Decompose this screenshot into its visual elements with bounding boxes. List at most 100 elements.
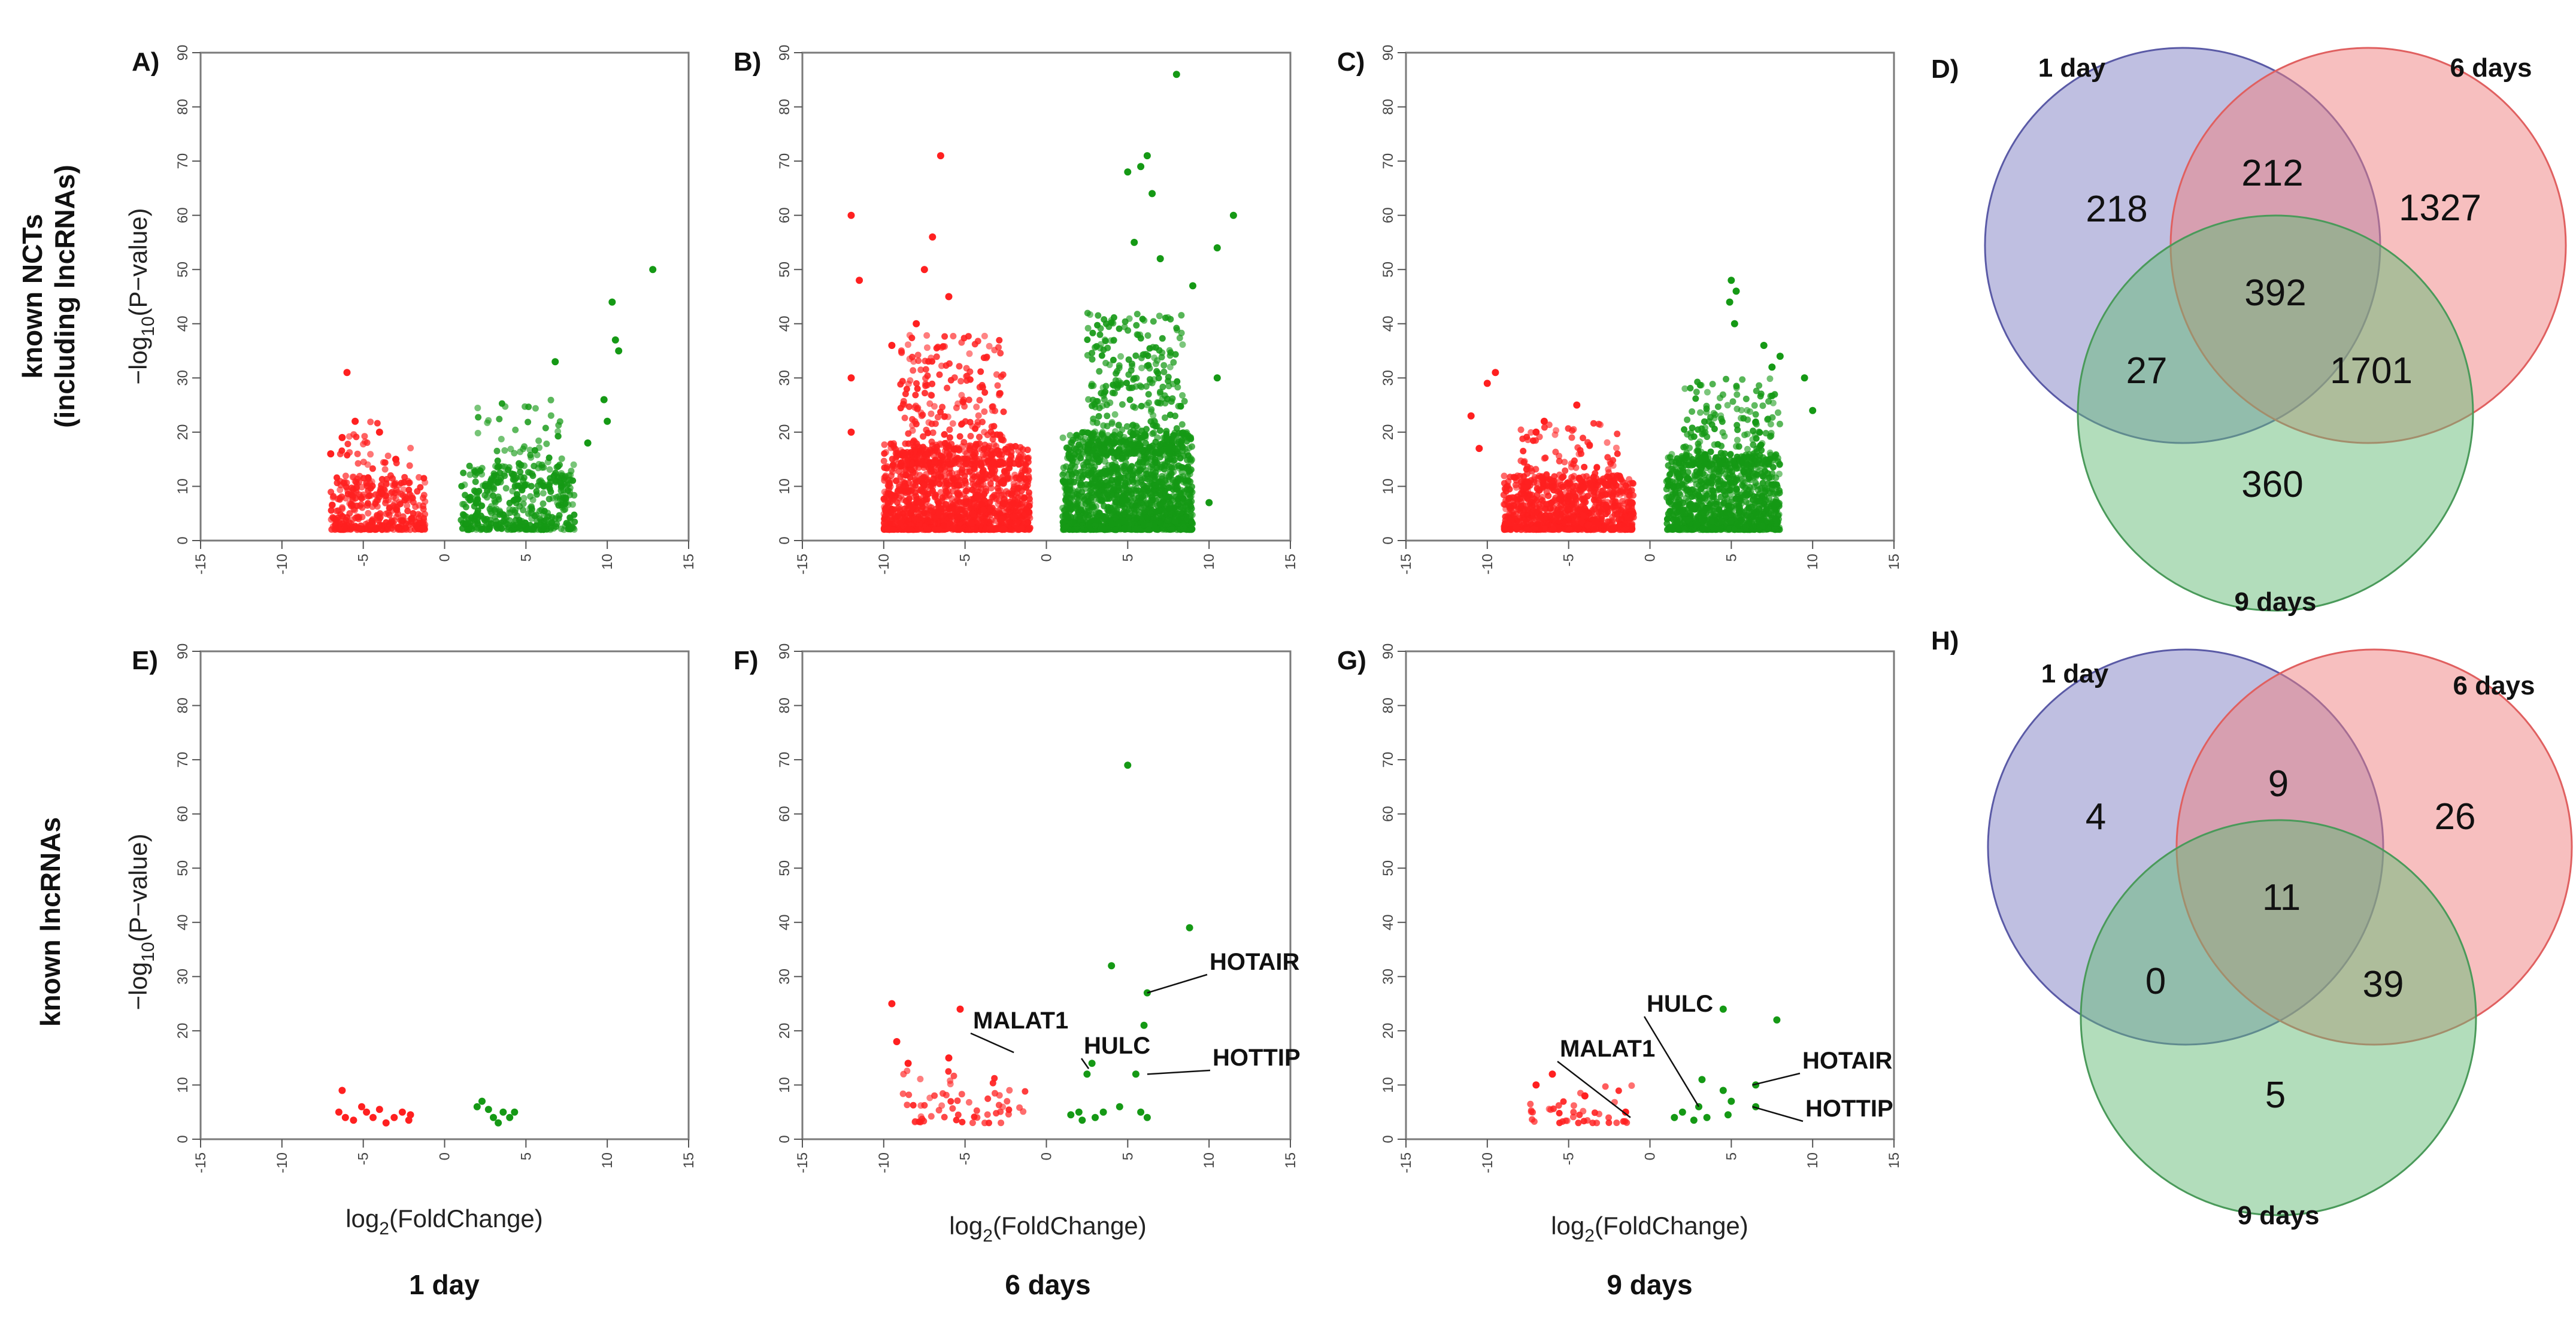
point-down xyxy=(377,485,384,492)
point-up xyxy=(1085,472,1092,479)
point-up xyxy=(1123,497,1131,503)
point-up xyxy=(1110,381,1117,389)
point-down xyxy=(959,459,966,466)
point-up xyxy=(474,518,481,524)
point-down xyxy=(383,481,390,488)
point-down xyxy=(1024,447,1031,453)
point-down xyxy=(383,510,390,517)
point-down xyxy=(898,349,905,356)
point-up xyxy=(520,494,528,502)
point-up xyxy=(538,506,545,514)
point-down xyxy=(923,426,930,433)
point-down xyxy=(935,526,942,533)
point-down xyxy=(937,488,944,496)
point-up xyxy=(558,455,565,462)
plot-frame-c xyxy=(1405,51,1895,542)
point-up xyxy=(474,507,481,514)
point-down xyxy=(929,233,937,241)
point-up xyxy=(1092,428,1099,435)
point-up xyxy=(475,414,482,421)
point-down xyxy=(356,472,363,480)
point-up xyxy=(1179,341,1186,348)
point-up xyxy=(516,460,523,467)
point-up xyxy=(1139,315,1146,323)
point-up xyxy=(1111,411,1119,418)
y-tick-label: 60 xyxy=(777,207,793,223)
point-down xyxy=(913,526,920,533)
point-up xyxy=(1229,211,1237,219)
point-up xyxy=(520,506,527,514)
point-down xyxy=(1019,467,1026,474)
point-up xyxy=(1123,423,1131,430)
point-up xyxy=(527,451,534,459)
point-up xyxy=(567,515,574,523)
point-up xyxy=(1073,488,1080,496)
point-down xyxy=(998,521,1005,528)
point-up xyxy=(1116,421,1122,429)
point-down xyxy=(969,480,977,487)
point-up xyxy=(1138,365,1145,372)
point-up xyxy=(1186,468,1193,475)
point-up xyxy=(1066,432,1074,439)
point-down xyxy=(973,403,980,411)
point-down xyxy=(996,392,1003,399)
point-down xyxy=(391,517,398,524)
point-down xyxy=(968,520,975,527)
point-down xyxy=(924,491,931,498)
point-up xyxy=(570,524,577,532)
point-down xyxy=(969,486,975,493)
point-down xyxy=(947,377,954,384)
point-up xyxy=(543,440,550,447)
point-down xyxy=(924,496,931,503)
point-up xyxy=(545,454,553,462)
point-up xyxy=(1095,491,1102,498)
point-up xyxy=(1184,456,1190,463)
point-up xyxy=(1121,468,1128,475)
point-up xyxy=(554,499,561,506)
plot-frame-a xyxy=(199,51,690,542)
point-up xyxy=(1186,498,1193,505)
point-down xyxy=(1016,475,1023,483)
point-up xyxy=(1167,500,1174,507)
point-down xyxy=(998,451,1005,458)
point-down xyxy=(993,371,1000,378)
point-up xyxy=(496,415,503,423)
point-up xyxy=(1132,503,1139,511)
point-up xyxy=(1173,425,1180,432)
point-up xyxy=(1116,325,1123,332)
point-down xyxy=(991,507,998,514)
point-up xyxy=(1147,475,1154,482)
point-up xyxy=(466,471,474,478)
point-up xyxy=(478,465,486,472)
point-up xyxy=(1129,363,1136,370)
point-up xyxy=(562,506,569,513)
point-down xyxy=(905,430,912,437)
point-down xyxy=(352,523,359,530)
point-down xyxy=(990,491,998,499)
point-up xyxy=(1067,487,1074,494)
point-down xyxy=(923,381,931,389)
point-down xyxy=(998,515,1005,523)
point-up xyxy=(1132,352,1139,359)
point-down xyxy=(957,378,965,385)
point-down xyxy=(906,495,913,502)
point-up xyxy=(562,523,569,529)
point-down xyxy=(881,450,888,457)
point-up xyxy=(501,447,508,454)
point-down xyxy=(1010,526,1016,533)
point-down xyxy=(973,515,980,522)
point-down xyxy=(980,354,987,362)
point-down xyxy=(404,478,411,485)
point-up xyxy=(1154,502,1161,509)
point-up xyxy=(1165,377,1172,384)
point-up xyxy=(1088,483,1095,490)
x-axis-label-1day: log2(FoldChange) xyxy=(346,1204,543,1239)
point-down xyxy=(1003,501,1010,508)
point-up xyxy=(527,493,534,500)
point-up xyxy=(523,481,531,488)
point-up xyxy=(525,469,532,476)
point-down xyxy=(342,483,349,490)
point-up xyxy=(1164,517,1171,524)
point-down xyxy=(916,520,923,527)
point-down xyxy=(935,499,942,506)
